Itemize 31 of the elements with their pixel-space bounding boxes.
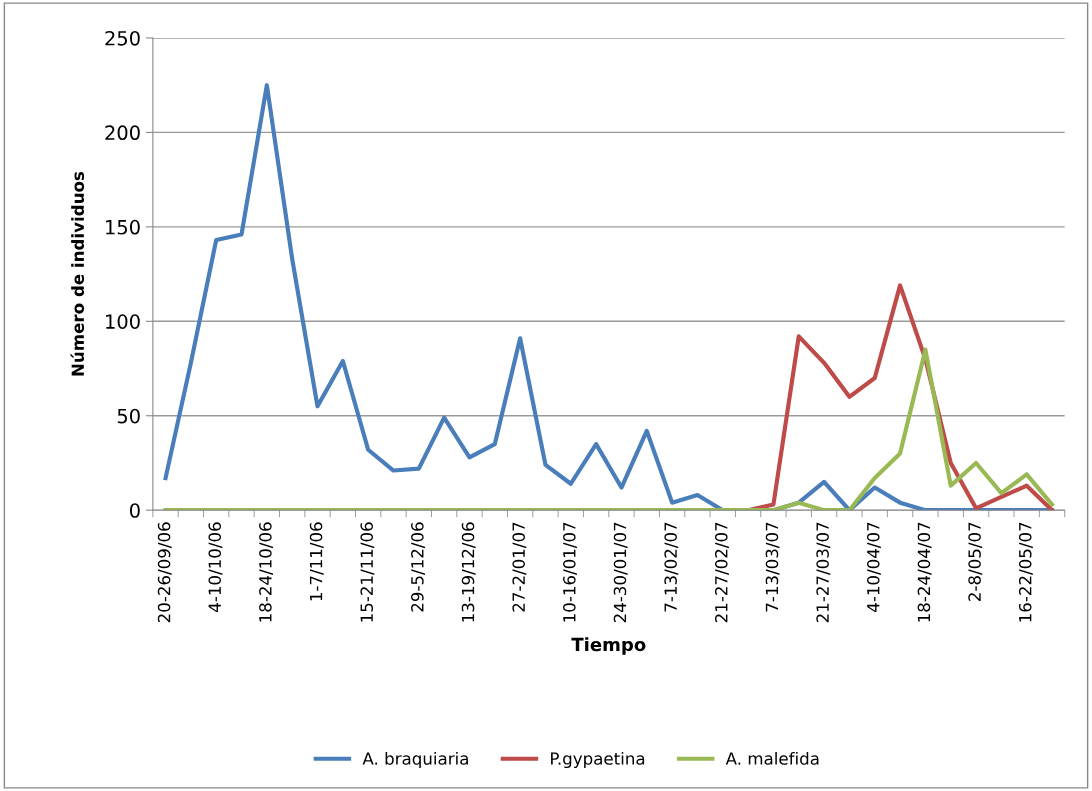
x-tick-label: 18-24/10/06 [259,522,273,622]
y-tick-label: 150 [106,219,140,235]
line-series [163,347,1055,511]
x-tick-label: 7-13/03/07 [765,522,780,612]
x-axis-title: Tiempo [571,637,646,655]
y-tick-label: 50 [117,408,140,424]
y-axis-title: Número de individuos [70,171,85,376]
y-tick-label: 250 [105,30,140,46]
x-tick-label: 27-2/01/07 [512,522,527,612]
legend-label: A. malefida [725,751,819,765]
x-tick-label: 4-10/10/06 [208,522,223,612]
legend-label: P.gypaetina [551,751,645,769]
x-tick-label: 15-21/11/06 [360,522,375,622]
y-tick-label: 0 [129,503,140,518]
x-tick-label: 20-26/09/06 [157,522,172,623]
y-tick-label: 200 [105,125,140,141]
line-series [163,83,1055,511]
x-tick-label: 18-24/04/07 [917,522,932,622]
x-tick-label: 29-5/12/06 [411,522,425,612]
x-tick-label: 13-19/12/06 [461,522,476,622]
x-tick-label: 10-16/01/07 [563,522,577,622]
legend-label: A. braquiaria [362,751,468,769]
x-tick-label: 7-13/02/07 [664,522,679,612]
x-tick-label: 24-30/01/07 [613,522,628,623]
x-tick-label: 16-22/05/07 [1018,522,1033,622]
x-tick-label: 4-10/04/07 [866,522,881,612]
x-tick-label: 21-27/02/07 [715,522,729,623]
x-tick-label: 2-8/05/07 [968,522,983,601]
y-tick-label: 100 [106,314,140,329]
x-tick-label: 21-27/03/07 [816,522,831,623]
x-tick-label: 1-7/11/06 [309,522,324,601]
